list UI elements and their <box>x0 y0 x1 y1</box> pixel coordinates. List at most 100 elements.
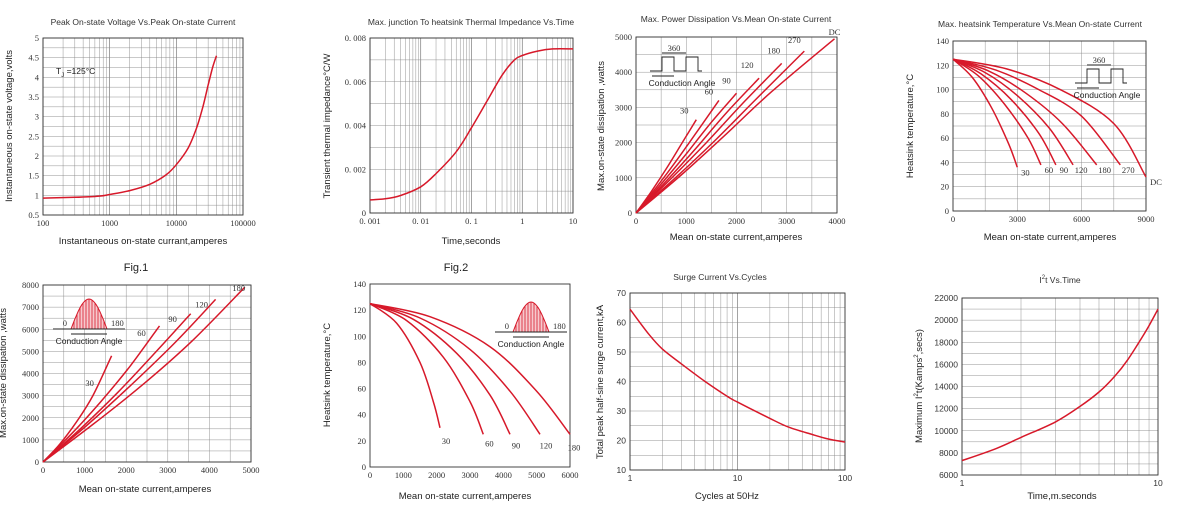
series-label-180: 180 <box>568 442 581 452</box>
series-line-60 <box>369 302 484 435</box>
series-line-30 <box>952 58 1019 168</box>
y-tick-label: 0. 004 <box>345 121 367 131</box>
plot-frame <box>629 292 846 471</box>
y-tick-label: 100 <box>936 85 949 95</box>
series-label-60: 60 <box>485 438 494 448</box>
chart-title: Max. Power Dissipation Vs.Mean On-state … <box>641 14 832 24</box>
y-tick-label: 1 <box>35 190 39 200</box>
y-label-part: Maximum I <box>914 396 925 442</box>
y-tick-label: 30 <box>617 406 627 416</box>
y-tick-label: 5 <box>35 33 39 43</box>
x-tick-label: 0 <box>41 465 45 475</box>
series-line-120 <box>952 58 1074 166</box>
x-tick-label: 6000 <box>1073 214 1090 224</box>
series-label-180: 180 <box>1098 165 1111 175</box>
x-axis-label: Mean on-state current,amperes <box>984 232 1117 243</box>
y-label-part: t(Kamps <box>914 358 925 394</box>
note-part: =125°C <box>64 66 95 76</box>
x-tick-label: 4000 <box>495 470 512 480</box>
y-axis-label: Heatsink temperature,°C <box>905 74 916 178</box>
square-wave-inset <box>1075 68 1127 84</box>
series-line-180 <box>635 62 783 214</box>
y-axis-label: Transient thermal impedance°C/W <box>322 53 333 198</box>
x-tick-label: 1 <box>520 216 524 226</box>
plot-frame <box>42 284 252 463</box>
series-label-60: 60 <box>137 328 146 338</box>
y-tick-label: 0 <box>362 462 366 472</box>
y-axis-label: Max.on-state dissipation ,watts <box>0 308 9 438</box>
y-label-superscript: 2 <box>914 354 920 358</box>
y-tick-label: 3 <box>35 112 39 122</box>
y-tick-label: 40 <box>941 157 950 167</box>
y-tick-label: 14000 <box>934 382 958 392</box>
y-tick-label: 4000 <box>615 67 632 77</box>
y-tick-label: 1000 <box>615 173 632 183</box>
x-tick-label: 100 <box>838 473 852 483</box>
y-tick-label: 7000 <box>22 302 39 312</box>
conduction-angle-label: Conduction Angle <box>1074 90 1141 100</box>
series-line-1 <box>629 308 846 443</box>
x-tick-label: 0. 01 <box>412 216 429 226</box>
x-tick-label: 10 <box>569 216 578 226</box>
y-tick-label: 70 <box>617 288 627 298</box>
plot-frame <box>961 297 1159 476</box>
period-label: 360 <box>668 43 681 53</box>
y-tick-label: 2 <box>35 151 39 161</box>
title-superscript: 2 <box>1042 275 1046 281</box>
x-tick-label: 3000 <box>1009 214 1026 224</box>
y-label-superscript: 2 <box>914 392 920 396</box>
plot-frame <box>952 40 1147 212</box>
figure-label-1: Fig.1 <box>124 262 148 274</box>
x-tick-label: 10 <box>733 473 743 483</box>
series-line-30 <box>635 119 697 214</box>
x-tick-label: 3000 <box>159 465 176 475</box>
chart-panel-8: 1 10 6000 8000 10000 12000 14000 16000 18000 2000… <box>914 275 1163 502</box>
y-tick-label: 4 <box>35 72 40 82</box>
y-tick-label: 16000 <box>934 359 958 369</box>
series-label-90: 90 <box>512 440 521 450</box>
x-tick-label: 3000 <box>778 216 795 226</box>
series-label-90: 90 <box>1060 165 1069 175</box>
series-line-180 <box>952 58 1098 166</box>
y-tick-label: 20 <box>358 436 367 446</box>
y-tick-label: 3000 <box>22 391 39 401</box>
x-tick-label: 9000 <box>1138 214 1155 224</box>
angle-end-label: 180 <box>553 321 566 331</box>
y-tick-label: 3000 <box>615 102 632 112</box>
series-line-1 <box>369 48 574 201</box>
x-tick-label: 6000 <box>562 470 579 480</box>
series-line-120 <box>42 298 217 463</box>
chart-panel-3: 0 1000 2000 3000 4000 0 1000 2000 3000 4000 5000 Ma… <box>596 14 846 243</box>
y-tick-label: 0. 002 <box>345 164 366 174</box>
x-tick-label: 0 <box>951 214 955 224</box>
series-label-30: 30 <box>680 106 689 116</box>
x-tick-label: 0 <box>368 470 372 480</box>
plot-frame <box>369 283 571 468</box>
series-line-90 <box>369 302 511 435</box>
chart-panel-4: 0 3000 6000 9000 0 20 40 60 80 100 120 140 Max. heat… <box>905 19 1162 243</box>
chart-panel-5: 0 1000 2000 3000 4000 5000 0 1000 2000 3000 4000 50… <box>0 280 260 495</box>
series-label-120: 120 <box>1075 165 1088 175</box>
x-tick-label: 5000 <box>243 465 260 475</box>
y-tick-label: 6000 <box>22 324 39 334</box>
chart-title: Max. junction To heatsink Thermal Impeda… <box>368 17 575 27</box>
series-label-270: 270 <box>788 35 801 45</box>
conduction-angle-label: Conduction Angle <box>56 336 123 346</box>
y-tick-label: 120 <box>936 60 949 70</box>
y-tick-label: 10000 <box>934 426 958 436</box>
x-tick-label: 0. 001 <box>359 216 380 226</box>
x-tick-label: 1 <box>960 478 965 488</box>
x-tick-label: 3000 <box>462 470 479 480</box>
series-line-180 <box>369 302 571 435</box>
figure-label-2: Fig.2 <box>444 262 468 274</box>
series-line-60 <box>635 99 720 214</box>
series-line-90 <box>952 58 1057 166</box>
y-tick-label: 4000 <box>22 369 39 379</box>
junction-temperature-note: TJ =125°C <box>56 66 95 79</box>
series-line-60 <box>952 58 1042 166</box>
y-tick-label: 100 <box>353 331 366 341</box>
chart-title: Surge Current Vs.Cycles <box>673 272 767 282</box>
y-tick-label: 0.5 <box>28 210 39 220</box>
note-part: T <box>56 66 61 76</box>
